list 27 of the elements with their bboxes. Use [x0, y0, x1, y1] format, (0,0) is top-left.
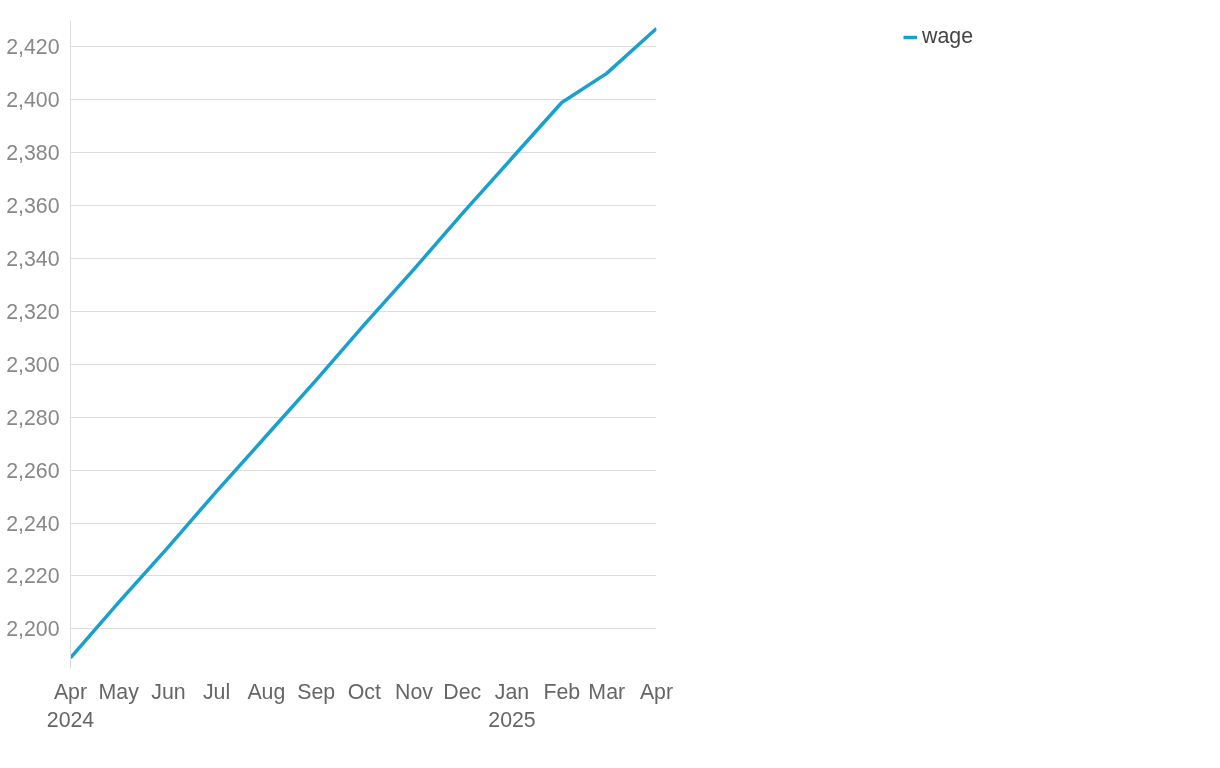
legend-label: wage: [922, 24, 973, 49]
line-series: [70, 26, 657, 660]
x-tick-label: Feb: [543, 679, 581, 704]
x-tick-label: Jun: [151, 679, 186, 704]
y-tick-label: 2,300: [6, 352, 60, 377]
x-tick-label: Jan 2025: [488, 679, 536, 733]
y-tick-label: 2,200: [6, 617, 60, 642]
y-tick-label: 2,340: [6, 247, 60, 272]
y-tick-label: 2,240: [6, 511, 60, 536]
x-tick-label: Aug: [247, 679, 286, 704]
y-tick-label: 2,380: [6, 141, 60, 166]
y-tick-label: 2,420: [6, 35, 60, 60]
y-tick-label: 2,220: [6, 564, 60, 589]
y-tick-label: 2,400: [6, 88, 60, 113]
x-tick-label: Mar: [588, 679, 626, 704]
y-tick-label: 2,280: [6, 405, 60, 430]
x-tick-label: Apr: [639, 679, 674, 704]
x-tick-label: Apr 2024: [46, 679, 95, 733]
y-tick-label: 2,360: [6, 194, 60, 219]
x-tick-label: Oct: [347, 679, 381, 704]
x-tick-label: Dec: [443, 679, 482, 704]
y-tick-label: 2,320: [6, 299, 60, 324]
x-tick-label: Sep: [297, 679, 336, 704]
x-tick-label: Jul: [202, 679, 231, 704]
x-tick-label: Nov: [395, 679, 434, 704]
x-tick-label: May: [98, 679, 140, 704]
y-tick-label: 2,260: [6, 458, 60, 483]
